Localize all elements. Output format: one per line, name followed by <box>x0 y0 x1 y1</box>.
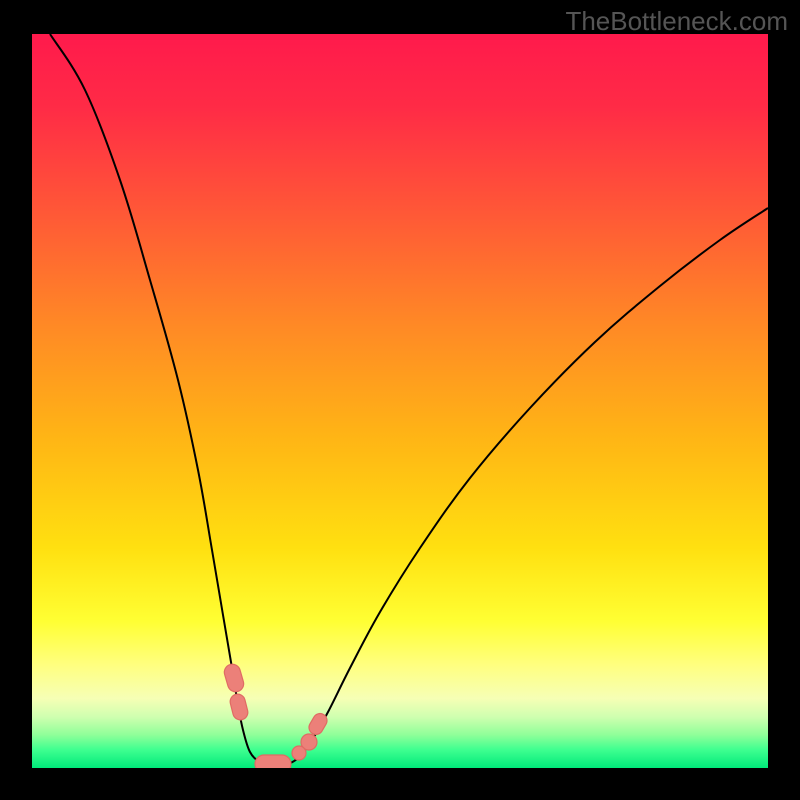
bottleneck-curve <box>50 34 768 766</box>
data-marker <box>255 755 291 768</box>
chart-plot-area <box>32 34 768 768</box>
data-marker <box>292 746 306 760</box>
data-marker <box>229 693 250 722</box>
chart-svg <box>32 34 768 768</box>
watermark-text: TheBottleneck.com <box>565 6 788 37</box>
data-marker <box>222 662 245 693</box>
